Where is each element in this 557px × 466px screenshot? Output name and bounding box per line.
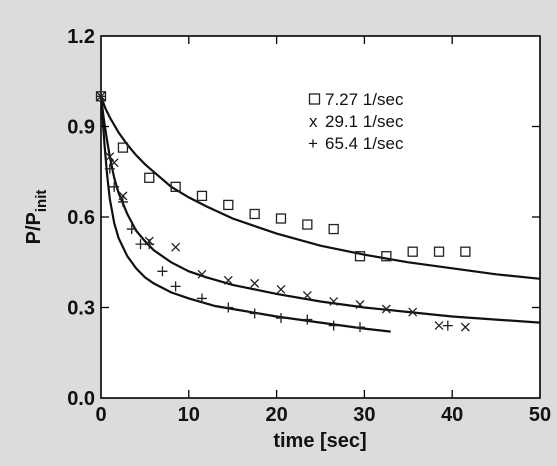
- plot-area: [100, 35, 541, 399]
- data-point-series-1-14: [433, 246, 445, 257]
- data-point-series-1-6: [223, 199, 234, 211]
- data-point-series-3-10: [196, 293, 207, 304]
- data-point-series-3-13: [275, 313, 286, 324]
- legend: 7.27 1/sec x 29.1 1/sec + 65.4 1/sec: [308, 90, 404, 153]
- data-point-series-1-11: [354, 251, 366, 262]
- x-tick-label-0: 0: [95, 404, 106, 426]
- data-point-series-3-4: [117, 196, 128, 207]
- x-tick-labels: 0 10 20 30 40 50: [95, 404, 551, 426]
- data-point-series-3-14: [302, 314, 313, 325]
- y-tick-label-2: 0.6: [67, 207, 95, 229]
- data-point-series-2-12: [329, 297, 339, 306]
- y-axis-title-main: P/P: [23, 212, 45, 244]
- data-point-series-1-12: [381, 251, 392, 262]
- fit-curve-series-2: [99, 96, 541, 324]
- y-tick-label-0: 0.0: [67, 388, 95, 410]
- data-point-series-3-7: [144, 239, 155, 250]
- data-point-series-2-13: [355, 300, 365, 309]
- legend-entry-series-3: + 65.4 1/sec: [308, 134, 404, 153]
- data-point-series-3-9: [170, 281, 181, 292]
- data-point-series-2-15: [408, 307, 418, 317]
- data-point-series-1-4: [170, 181, 181, 192]
- legend-square-marker: [308, 93, 321, 105]
- data-point-series-2-9: [250, 278, 260, 288]
- legend-entry-series-1: 7.27 1/sec: [308, 90, 404, 109]
- fit-curves: [99, 95, 541, 333]
- data-point-series-3-16: [355, 322, 366, 333]
- data-point-series-1-3: [144, 172, 155, 183]
- data-point-series-1-15: [460, 246, 471, 257]
- data-point-series-2-17: [460, 322, 470, 332]
- data-point-series-2-16: [434, 321, 444, 331]
- axis-ticks: [101, 36, 540, 398]
- y-tick-label-1: 0.3: [67, 298, 95, 320]
- x-tick-label-2: 20: [265, 404, 287, 426]
- legend-label-series-1: 7.27 1/sec: [325, 90, 404, 109]
- data-point-series-2-3: [109, 158, 119, 168]
- data-point-series-2-2: [105, 152, 115, 162]
- x-axis-title: time [sec]: [273, 430, 366, 452]
- data-point-series-3-11: [223, 302, 234, 313]
- y-tick-label-4: 1.2: [67, 26, 95, 48]
- legend-symbol-series-3: +: [308, 134, 318, 153]
- legend-entry-series-2: x 29.1 1/sec: [309, 112, 404, 131]
- legend-label-series-3: 65.4 1/sec: [325, 134, 404, 153]
- data-point-series-1-8: [275, 213, 287, 224]
- legend-symbol-series-2: x: [309, 112, 318, 131]
- y-tick-label-3: 0.9: [67, 117, 95, 139]
- data-point-series-1-13: [407, 246, 418, 257]
- x-tick-label-5: 50: [529, 404, 551, 426]
- y-axis-title: P/Pinit: [23, 190, 50, 245]
- data-point-series-2-11: [302, 290, 312, 300]
- x-tick-label-3: 30: [353, 404, 375, 426]
- data-point-series-1-7: [249, 208, 260, 220]
- data-point-series-2-6: [171, 242, 181, 252]
- data-point-series-1-9: [302, 219, 313, 230]
- data-point-series-3-15: [328, 320, 339, 331]
- data-point-series-2-14: [381, 304, 391, 314]
- data-point-series-1-5: [196, 190, 208, 202]
- fit-curve-series-1: [99, 95, 541, 280]
- data-point-series-2-7: [197, 269, 207, 279]
- legend-label-series-2: 29.1 1/sec: [325, 112, 404, 131]
- fit-curve-series-3: [99, 96, 391, 333]
- data-point-series-3-6: [135, 239, 146, 250]
- data-point-series-2-10: [276, 284, 286, 294]
- data-point-series-3-2: [104, 163, 115, 174]
- data-point-series-3-12: [249, 308, 260, 319]
- y-axis-title-subscript: init: [33, 190, 50, 213]
- x-tick-label-4: 40: [441, 404, 463, 426]
- x-tick-label-1: 10: [178, 404, 200, 426]
- data-point-series-3-1: [96, 91, 106, 102]
- data-point-series-1-10: [328, 223, 339, 235]
- y-tick-labels: 0.0 0.3 0.6 0.9 1.2: [67, 26, 95, 410]
- data-point-series-3-8: [157, 266, 168, 277]
- data-point-series-2-8: [223, 275, 233, 285]
- data-point-series-3-3: [109, 181, 120, 192]
- data-point-series-3-17: [442, 320, 453, 331]
- data-point-series-2-4: [118, 191, 128, 201]
- data-point-series-1-2: [117, 142, 129, 153]
- data-point-series-3-5: [126, 224, 137, 235]
- data-markers: [95, 91, 471, 333]
